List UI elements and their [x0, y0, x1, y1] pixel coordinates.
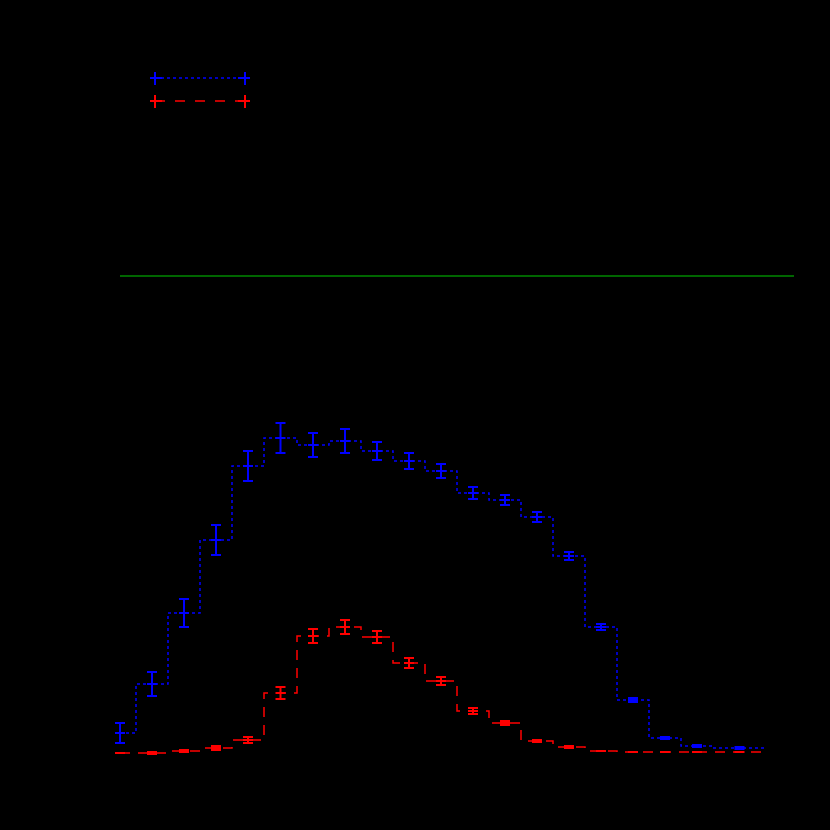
- error-bar: [147, 671, 157, 697]
- error-bar: [243, 736, 253, 744]
- error-bar: [564, 745, 574, 749]
- error-bar: [564, 551, 574, 561]
- error-bar: [532, 511, 542, 523]
- error-bar: [372, 630, 382, 644]
- error-bar: [275, 422, 286, 454]
- legend-entry-blue: [150, 72, 250, 85]
- error-bar: [115, 722, 125, 744]
- series-red: [115, 619, 766, 755]
- error-bar: [436, 676, 446, 686]
- error-bar: [243, 450, 253, 482]
- error-bar: [147, 751, 157, 755]
- error-bar: [211, 745, 221, 751]
- error-bar: [628, 697, 638, 703]
- series-blue: [115, 422, 766, 750]
- error-bar: [468, 707, 478, 715]
- error-bar: [404, 452, 414, 470]
- error-bar: [692, 744, 702, 748]
- error-bar: [275, 686, 286, 700]
- error-bar: [211, 524, 221, 556]
- legend: [150, 72, 250, 108]
- error-bar: [308, 628, 318, 644]
- error-bar: [596, 623, 606, 631]
- error-bar: [179, 749, 189, 753]
- error-bar: [660, 736, 670, 740]
- error-bar: [308, 432, 318, 458]
- error-bar: [179, 598, 189, 628]
- error-bar: [340, 619, 350, 635]
- series-layer: [115, 422, 766, 755]
- error-bar: [500, 494, 510, 506]
- error-bar: [340, 428, 350, 454]
- error-bar: [372, 441, 382, 461]
- error-bar: [436, 463, 446, 479]
- error-bar: [532, 739, 542, 743]
- error-bar: [734, 746, 745, 750]
- error-bar: [500, 720, 510, 726]
- error-bar: [468, 486, 478, 500]
- error-bar: [404, 657, 414, 669]
- legend-entry-red: [150, 95, 250, 108]
